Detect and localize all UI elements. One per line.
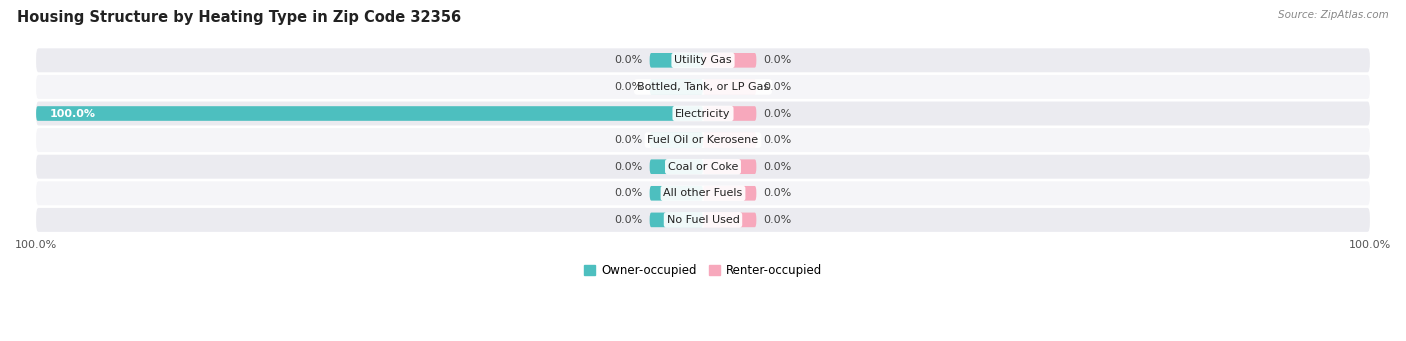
FancyBboxPatch shape	[703, 212, 756, 227]
FancyBboxPatch shape	[650, 212, 703, 227]
Text: 0.0%: 0.0%	[614, 162, 643, 172]
FancyBboxPatch shape	[37, 75, 1369, 99]
FancyBboxPatch shape	[703, 53, 756, 68]
Text: 0.0%: 0.0%	[763, 108, 792, 119]
FancyBboxPatch shape	[37, 102, 1369, 125]
FancyBboxPatch shape	[703, 79, 756, 94]
Text: 0.0%: 0.0%	[614, 215, 643, 225]
Text: 0.0%: 0.0%	[763, 55, 792, 65]
FancyBboxPatch shape	[703, 186, 756, 201]
FancyBboxPatch shape	[650, 133, 703, 147]
FancyBboxPatch shape	[703, 133, 756, 147]
FancyBboxPatch shape	[650, 186, 703, 201]
Text: 0.0%: 0.0%	[614, 82, 643, 92]
Legend: Owner-occupied, Renter-occupied: Owner-occupied, Renter-occupied	[579, 259, 827, 281]
FancyBboxPatch shape	[703, 106, 756, 121]
FancyBboxPatch shape	[37, 181, 1369, 205]
Text: No Fuel Used: No Fuel Used	[666, 215, 740, 225]
Text: All other Fuels: All other Fuels	[664, 188, 742, 198]
FancyBboxPatch shape	[37, 106, 703, 121]
Text: Coal or Coke: Coal or Coke	[668, 162, 738, 172]
FancyBboxPatch shape	[650, 79, 703, 94]
Text: Bottled, Tank, or LP Gas: Bottled, Tank, or LP Gas	[637, 82, 769, 92]
Text: 0.0%: 0.0%	[614, 55, 643, 65]
FancyBboxPatch shape	[37, 208, 1369, 232]
Text: 100.0%: 100.0%	[49, 108, 96, 119]
Text: 0.0%: 0.0%	[614, 135, 643, 145]
Text: 0.0%: 0.0%	[763, 135, 792, 145]
FancyBboxPatch shape	[703, 159, 756, 174]
Text: Housing Structure by Heating Type in Zip Code 32356: Housing Structure by Heating Type in Zip…	[17, 10, 461, 25]
FancyBboxPatch shape	[650, 53, 703, 68]
Text: Fuel Oil or Kerosene: Fuel Oil or Kerosene	[647, 135, 759, 145]
Text: 0.0%: 0.0%	[763, 82, 792, 92]
FancyBboxPatch shape	[37, 48, 1369, 72]
Text: Utility Gas: Utility Gas	[675, 55, 731, 65]
FancyBboxPatch shape	[37, 128, 1369, 152]
Text: 0.0%: 0.0%	[614, 188, 643, 198]
Text: Source: ZipAtlas.com: Source: ZipAtlas.com	[1278, 10, 1389, 20]
Text: 0.0%: 0.0%	[763, 162, 792, 172]
Text: 0.0%: 0.0%	[763, 215, 792, 225]
FancyBboxPatch shape	[37, 155, 1369, 179]
Text: Electricity: Electricity	[675, 108, 731, 119]
FancyBboxPatch shape	[650, 159, 703, 174]
Text: 0.0%: 0.0%	[763, 188, 792, 198]
